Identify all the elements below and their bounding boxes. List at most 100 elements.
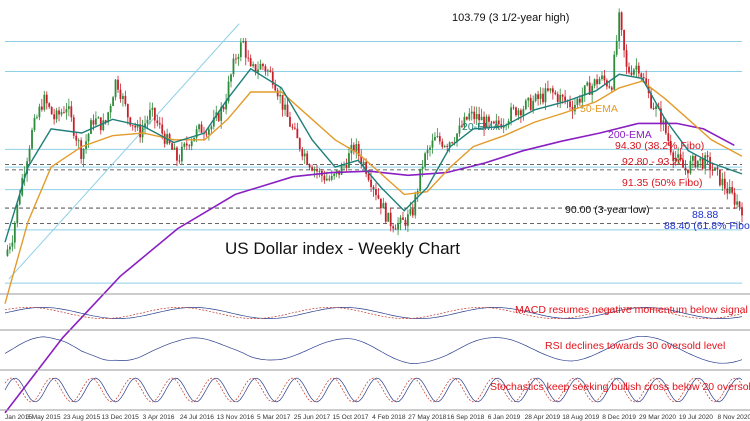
candle-body: [475, 114, 478, 120]
candle-body: [323, 175, 326, 181]
candle-body: [122, 95, 124, 100]
candle-body: [591, 85, 594, 95]
candle-body: [222, 106, 225, 110]
x-tick-label: 3 May 2015: [26, 414, 61, 421]
candle-body: [6, 249, 9, 256]
candle-body: [188, 145, 191, 147]
candle-body: [490, 121, 493, 123]
candle-body: [355, 144, 358, 152]
candle-body: [33, 117, 36, 130]
candle-body: [180, 146, 183, 162]
candle-body: [313, 169, 316, 171]
candle-body: [574, 104, 576, 112]
x-tick-label: 5 Mar 2017: [257, 414, 291, 421]
candle-body: [257, 69, 259, 73]
candle-body: [581, 95, 584, 103]
candle-body: [682, 159, 684, 168]
candle-body: [524, 100, 527, 110]
candle-body: [357, 144, 360, 156]
candle-body: [382, 203, 385, 209]
candle-body: [308, 164, 311, 168]
candle-body: [262, 63, 264, 67]
candle-body: [637, 65, 640, 74]
candle-body: [392, 226, 395, 229]
candle-body: [542, 93, 544, 103]
x-tick-label: 27 May 2018: [408, 414, 446, 421]
ema20-line: [4, 67, 743, 243]
candle-body: [598, 78, 601, 85]
candle-body: [436, 136, 439, 138]
trend-line: [8, 23, 240, 280]
candle-body: [53, 114, 56, 120]
candle-body: [716, 167, 719, 170]
candle-body: [377, 195, 380, 199]
candle-body: [539, 93, 542, 99]
candle-body: [254, 64, 257, 73]
candle-body: [45, 94, 48, 104]
candle-body: [117, 79, 119, 90]
candle-body: [48, 103, 51, 107]
candle-body: [458, 125, 461, 134]
candle-body: [404, 219, 407, 226]
annotation-ema200: 200-EMA: [608, 129, 652, 141]
candle-body: [478, 114, 481, 121]
candle-body: [596, 79, 598, 85]
candle-body: [293, 127, 296, 129]
candle-body: [134, 125, 137, 128]
candle-body: [269, 70, 272, 72]
candle-body: [689, 160, 692, 174]
candle-body: [497, 120, 500, 125]
candle-body: [723, 178, 726, 189]
candle-body: [271, 71, 274, 85]
candle-body: [372, 186, 375, 190]
annotation-fibo382: 94.30 (38.2% Fibo): [615, 140, 704, 152]
candle-body: [556, 94, 559, 102]
candle-body: [527, 97, 530, 101]
candle-body: [296, 128, 299, 139]
candle-body: [510, 107, 512, 122]
candle-body: [276, 90, 279, 97]
candle-body: [633, 69, 635, 75]
x-tick-label: 29 Mar 2020: [639, 414, 676, 421]
chart-title: US Dollar index - Weekly Chart: [225, 239, 460, 258]
candle-body: [645, 78, 648, 86]
x-tick-label: 8 Nov 2020: [717, 414, 750, 421]
candle-body: [664, 120, 667, 134]
candle-body: [618, 12, 621, 41]
candle-body: [340, 165, 343, 175]
fibo-grid: [5, 23, 742, 284]
candle-body: [247, 57, 250, 59]
candle-body: [171, 143, 173, 150]
candle-body: [82, 148, 85, 159]
candle-body: [343, 164, 345, 166]
candle-body: [220, 106, 223, 121]
candle-body: [129, 117, 132, 126]
candle-body: [173, 147, 176, 150]
candle-body: [534, 94, 537, 101]
candle-body: [669, 140, 672, 153]
candle-body: [237, 56, 240, 60]
candle-body: [239, 42, 242, 57]
candle-body: [674, 157, 677, 162]
candle-body: [492, 121, 495, 124]
candle-body: [328, 178, 331, 180]
candle-body: [298, 138, 301, 150]
candle-body: [384, 203, 387, 222]
candle-body: [198, 124, 200, 130]
candle-body: [281, 94, 284, 110]
candle-body: [274, 84, 277, 91]
candle-body: [640, 73, 643, 78]
candle-body: [613, 54, 616, 90]
candle-body: [485, 116, 488, 128]
candle-body: [146, 119, 149, 124]
candle-body: [18, 195, 21, 205]
candle-body: [630, 72, 633, 75]
candle-body: [608, 86, 611, 88]
candle-body: [652, 108, 655, 110]
candle-body: [153, 107, 156, 121]
x-tick-label: 25 Jun 2017: [294, 414, 331, 421]
candle-body: [701, 158, 704, 169]
candle-body: [623, 30, 625, 51]
